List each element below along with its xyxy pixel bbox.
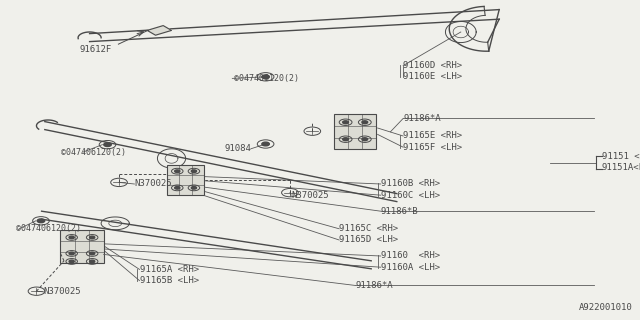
Text: N370025: N370025 bbox=[291, 191, 329, 200]
Circle shape bbox=[343, 121, 349, 124]
Text: N370025: N370025 bbox=[44, 287, 81, 296]
FancyBboxPatch shape bbox=[335, 114, 376, 149]
Text: 91165B <LH>: 91165B <LH> bbox=[140, 276, 198, 285]
Text: 91151A<LH>: 91151A<LH> bbox=[602, 164, 640, 172]
Circle shape bbox=[175, 187, 180, 189]
Circle shape bbox=[104, 143, 111, 147]
Circle shape bbox=[191, 170, 196, 172]
Text: ©047406120(2): ©047406120(2) bbox=[16, 224, 81, 233]
Text: 91165C <RH>: 91165C <RH> bbox=[339, 224, 398, 233]
Text: 91084: 91084 bbox=[224, 144, 251, 153]
Text: 91165D <LH>: 91165D <LH> bbox=[339, 236, 398, 244]
Circle shape bbox=[362, 121, 367, 124]
Text: A922001010: A922001010 bbox=[579, 303, 632, 312]
Circle shape bbox=[191, 187, 196, 189]
Text: 91165F <LH>: 91165F <LH> bbox=[403, 143, 462, 152]
FancyBboxPatch shape bbox=[60, 230, 104, 263]
Circle shape bbox=[69, 252, 74, 255]
Circle shape bbox=[90, 252, 95, 255]
FancyBboxPatch shape bbox=[167, 164, 204, 195]
Text: ©047406120(2): ©047406120(2) bbox=[61, 148, 126, 156]
Circle shape bbox=[37, 219, 45, 223]
Circle shape bbox=[90, 260, 95, 263]
Circle shape bbox=[343, 138, 349, 141]
Polygon shape bbox=[147, 26, 172, 35]
Text: 91165A <RH>: 91165A <RH> bbox=[140, 265, 198, 274]
Text: 91160C <LH>: 91160C <LH> bbox=[381, 191, 440, 200]
Text: 91186*B: 91186*B bbox=[381, 207, 419, 216]
Text: 91612F: 91612F bbox=[80, 45, 112, 54]
Circle shape bbox=[69, 260, 74, 263]
Text: 91160E <LH>: 91160E <LH> bbox=[403, 72, 462, 81]
Text: N370025: N370025 bbox=[134, 180, 172, 188]
Circle shape bbox=[262, 142, 269, 146]
Text: 91186*A: 91186*A bbox=[355, 281, 393, 290]
Text: 91160  <RH>: 91160 <RH> bbox=[381, 252, 440, 260]
Circle shape bbox=[262, 75, 269, 79]
Text: ©047406120(2): ©047406120(2) bbox=[234, 74, 299, 83]
Text: 91151 <RH>: 91151 <RH> bbox=[602, 152, 640, 161]
Circle shape bbox=[362, 138, 367, 141]
Text: 91160D <RH>: 91160D <RH> bbox=[403, 61, 462, 70]
Text: 91160A <LH>: 91160A <LH> bbox=[381, 263, 440, 272]
Circle shape bbox=[90, 236, 95, 239]
Text: 91160B <RH>: 91160B <RH> bbox=[381, 180, 440, 188]
Text: 91186*A: 91186*A bbox=[403, 114, 441, 123]
Text: 91165E <RH>: 91165E <RH> bbox=[403, 132, 462, 140]
Circle shape bbox=[69, 236, 74, 239]
Circle shape bbox=[175, 170, 180, 172]
